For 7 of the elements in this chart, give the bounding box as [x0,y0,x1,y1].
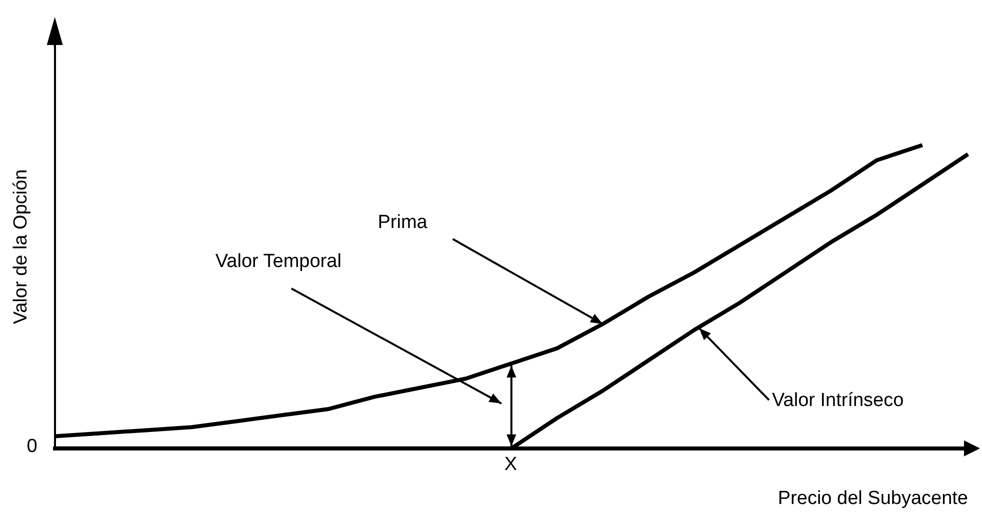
y-axis-title: Valor de la Opción [10,169,32,324]
text: 0 [26,436,38,458]
annotation: Valor Intrínseco [772,390,904,412]
text: X [504,454,518,476]
annotation: Prima [378,212,428,234]
x-axis-title: Precio del Subyacente [778,488,968,509]
annotation: Valor Temporal [215,251,342,274]
